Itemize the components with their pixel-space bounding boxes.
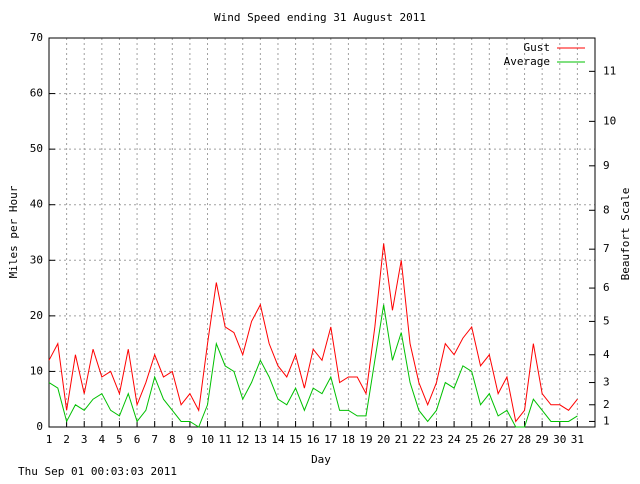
x-tick-label: 16 [307, 433, 320, 446]
y2-tick-label: 7 [603, 242, 610, 255]
x-tick-label: 12 [236, 433, 249, 446]
y-tick-label: 30 [30, 253, 43, 266]
x-tick-label: 31 [571, 433, 584, 446]
x-tick-label: 28 [518, 433, 531, 446]
y2-tick-label: 1 [603, 414, 610, 427]
x-tick-label: 11 [219, 433, 232, 446]
x-tick-label: 13 [254, 433, 267, 446]
x-tick-label: 15 [289, 433, 302, 446]
x-tick-label: 21 [395, 433, 408, 446]
x-tick-label: 5 [116, 433, 123, 446]
legend-label: Average [504, 55, 550, 68]
y2-tick-label: 3 [603, 376, 610, 389]
x-tick-label: 20 [377, 433, 390, 446]
y-tick-label: 50 [30, 142, 43, 155]
x-tick-label: 25 [465, 433, 478, 446]
y2-tick-label: 9 [603, 159, 610, 172]
y-tick-label: 10 [30, 364, 43, 377]
y2-tick-label: 8 [603, 203, 610, 216]
x-tick-label: 24 [447, 433, 461, 446]
x-tick-label: 26 [483, 433, 496, 446]
x-tick-label: 1 [46, 433, 53, 446]
y2-tick-label: 6 [603, 281, 610, 294]
x-tick-label: 2 [63, 433, 70, 446]
x-tick-label: 4 [99, 433, 106, 446]
x-tick-label: 23 [430, 433, 443, 446]
y2-tick-label: 2 [603, 398, 610, 411]
timestamp: Thu Sep 01 00:03:03 2011 [18, 465, 177, 478]
y-tick-label: 40 [30, 198, 43, 211]
x-tick-label: 27 [500, 433, 513, 446]
y2-tick-label: 10 [603, 114, 616, 127]
x-tick-label: 29 [536, 433, 549, 446]
y2-axis-label: Beaufort Scale [619, 188, 632, 281]
x-tick-label: 14 [271, 433, 285, 446]
y-tick-label: 60 [30, 87, 43, 100]
y-tick-label: 0 [36, 420, 43, 433]
x-tick-label: 19 [359, 433, 372, 446]
x-tick-label: 18 [342, 433, 355, 446]
x-tick-label: 22 [412, 433, 425, 446]
x-tick-label: 17 [324, 433, 337, 446]
y-axis-label: Miles per Hour [7, 185, 20, 278]
series-line [48, 304, 578, 428]
x-tick-label: 7 [151, 433, 158, 446]
series-line [48, 243, 578, 423]
x-tick-label: 30 [553, 433, 566, 446]
chart-title: Wind Speed ending 31 August 2011 [214, 11, 426, 24]
y-tick-label: 70 [30, 31, 43, 44]
y2-tick-label: 5 [603, 314, 610, 327]
plot-frame [48, 37, 596, 428]
x-tick-label: 3 [81, 433, 88, 446]
x-tick-label: 10 [201, 433, 214, 446]
x-tick-label: 9 [187, 433, 194, 446]
y2-tick-label: 11 [603, 64, 616, 77]
x-axis-label: Day [311, 453, 331, 466]
x-tick-label: 8 [169, 433, 176, 446]
y2-tick-label: 4 [603, 348, 610, 361]
x-tick-label: 6 [134, 433, 141, 446]
legend-label: Gust [524, 41, 551, 54]
y-tick-label: 20 [30, 309, 43, 322]
